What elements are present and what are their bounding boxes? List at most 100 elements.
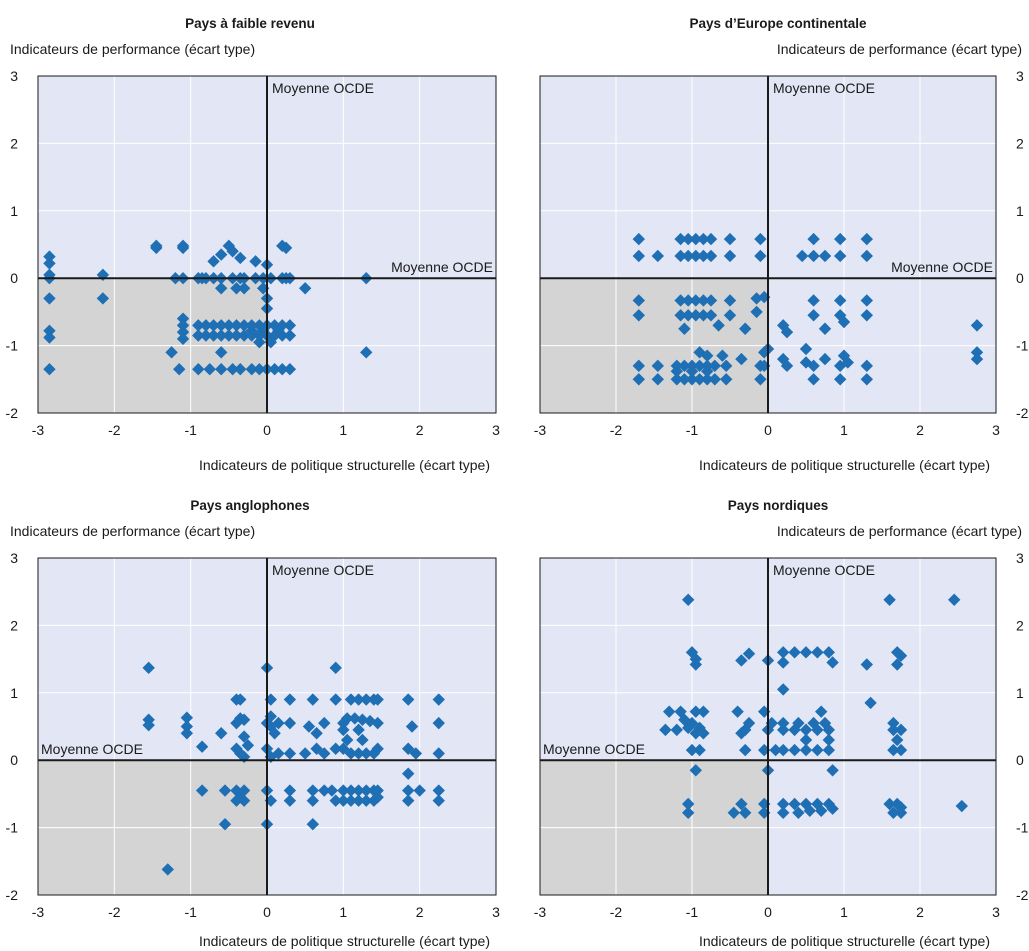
data-point (215, 248, 228, 261)
data-point (689, 232, 702, 246)
data-point (739, 806, 752, 819)
data-point (337, 723, 350, 737)
x-tick-label: -1 (184, 904, 197, 920)
data-point (758, 359, 771, 373)
data-point (340, 712, 354, 725)
data-point (720, 373, 733, 386)
data-point (777, 806, 790, 819)
data-point (841, 356, 854, 369)
data-point (704, 249, 718, 263)
data-point (834, 359, 847, 373)
data-point (970, 352, 984, 366)
data-point (689, 309, 702, 322)
data-point (834, 232, 847, 246)
data-point (306, 784, 319, 797)
data-point (788, 797, 801, 811)
data-point (230, 794, 243, 807)
data-point (651, 359, 664, 373)
data-point (165, 346, 178, 359)
data-point (860, 309, 873, 322)
data-point (704, 309, 718, 322)
x-tick-label: 3 (492, 422, 500, 438)
oecd-average-vline-label: Moyenne OCDE (773, 562, 875, 578)
data-point (822, 743, 835, 757)
data-point (723, 294, 737, 307)
y-tick-label: -2 (6, 887, 19, 903)
x-tick-label: -2 (610, 422, 623, 438)
data-point (432, 716, 445, 730)
data-point (264, 750, 278, 764)
data-point (230, 282, 243, 295)
y-tick-label: 0 (10, 270, 18, 286)
data-point (754, 232, 767, 246)
panel-3: Pays anglophones Indicateurs de performan… (6, 498, 501, 949)
data-point (796, 249, 809, 263)
data-point (697, 705, 710, 718)
y-tick-label: -1 (6, 820, 19, 836)
data-point (226, 245, 239, 258)
data-point (678, 322, 691, 335)
data-point (799, 733, 813, 747)
data-point (689, 727, 702, 740)
oecd-average-hline-label: Moyenne OCDE (891, 259, 993, 275)
x-axis-label: Indicateurs de politique structurelle (é… (699, 457, 990, 473)
data-point (298, 747, 312, 760)
data-point (43, 324, 56, 337)
data-point (697, 309, 710, 322)
x-tick-label: 0 (764, 422, 772, 438)
data-point (215, 282, 228, 295)
data-point (192, 329, 205, 342)
y-tick-label: -1 (1016, 338, 1029, 354)
data-point (894, 649, 908, 662)
data-point (150, 241, 163, 255)
data-point (678, 713, 691, 726)
data-point (720, 359, 733, 373)
data-point (685, 743, 699, 757)
data-point (632, 373, 645, 386)
data-point (769, 743, 782, 757)
data-point (405, 720, 419, 733)
data-point (777, 723, 790, 737)
data-point (864, 696, 877, 710)
data-point (215, 319, 228, 332)
data-point (780, 325, 794, 339)
data-point (371, 716, 384, 730)
y-tick-label: 2 (10, 617, 18, 633)
data-point (283, 794, 297, 807)
data-point (237, 713, 251, 726)
data-point (283, 693, 297, 706)
data-point (822, 733, 835, 747)
x-tick-label: 3 (492, 904, 500, 920)
data-point (344, 794, 358, 807)
y-axis-label: Indicateurs de performance (écart type) (10, 41, 255, 57)
data-point (891, 658, 904, 671)
data-point (276, 362, 289, 376)
data-point (344, 693, 358, 706)
data-point (283, 329, 297, 342)
y-tick-label: 1 (1016, 203, 1024, 219)
data-point (402, 767, 415, 780)
data-point (203, 362, 216, 376)
data-point (337, 742, 350, 755)
data-point (815, 804, 828, 817)
data-point (807, 373, 820, 386)
x-tick-label: 3 (992, 422, 1000, 438)
x-tick-label: -2 (610, 904, 623, 920)
data-point (432, 794, 445, 807)
data-point (731, 705, 744, 718)
data-point (723, 249, 737, 263)
data-point (142, 718, 155, 732)
data-point (682, 232, 695, 246)
data-point (302, 720, 316, 733)
data-point (340, 733, 354, 747)
data-point (704, 232, 718, 246)
panel-title: Pays nordiques (728, 498, 829, 513)
oecd-average-vline-label: Moyenne OCDE (272, 562, 374, 578)
data-point (199, 319, 213, 332)
data-point (883, 593, 896, 606)
oecd-average-vline-label: Moyenne OCDE (272, 80, 374, 96)
data-point (807, 249, 820, 263)
data-point (402, 693, 415, 706)
data-point (837, 315, 851, 329)
data-point (955, 799, 968, 813)
